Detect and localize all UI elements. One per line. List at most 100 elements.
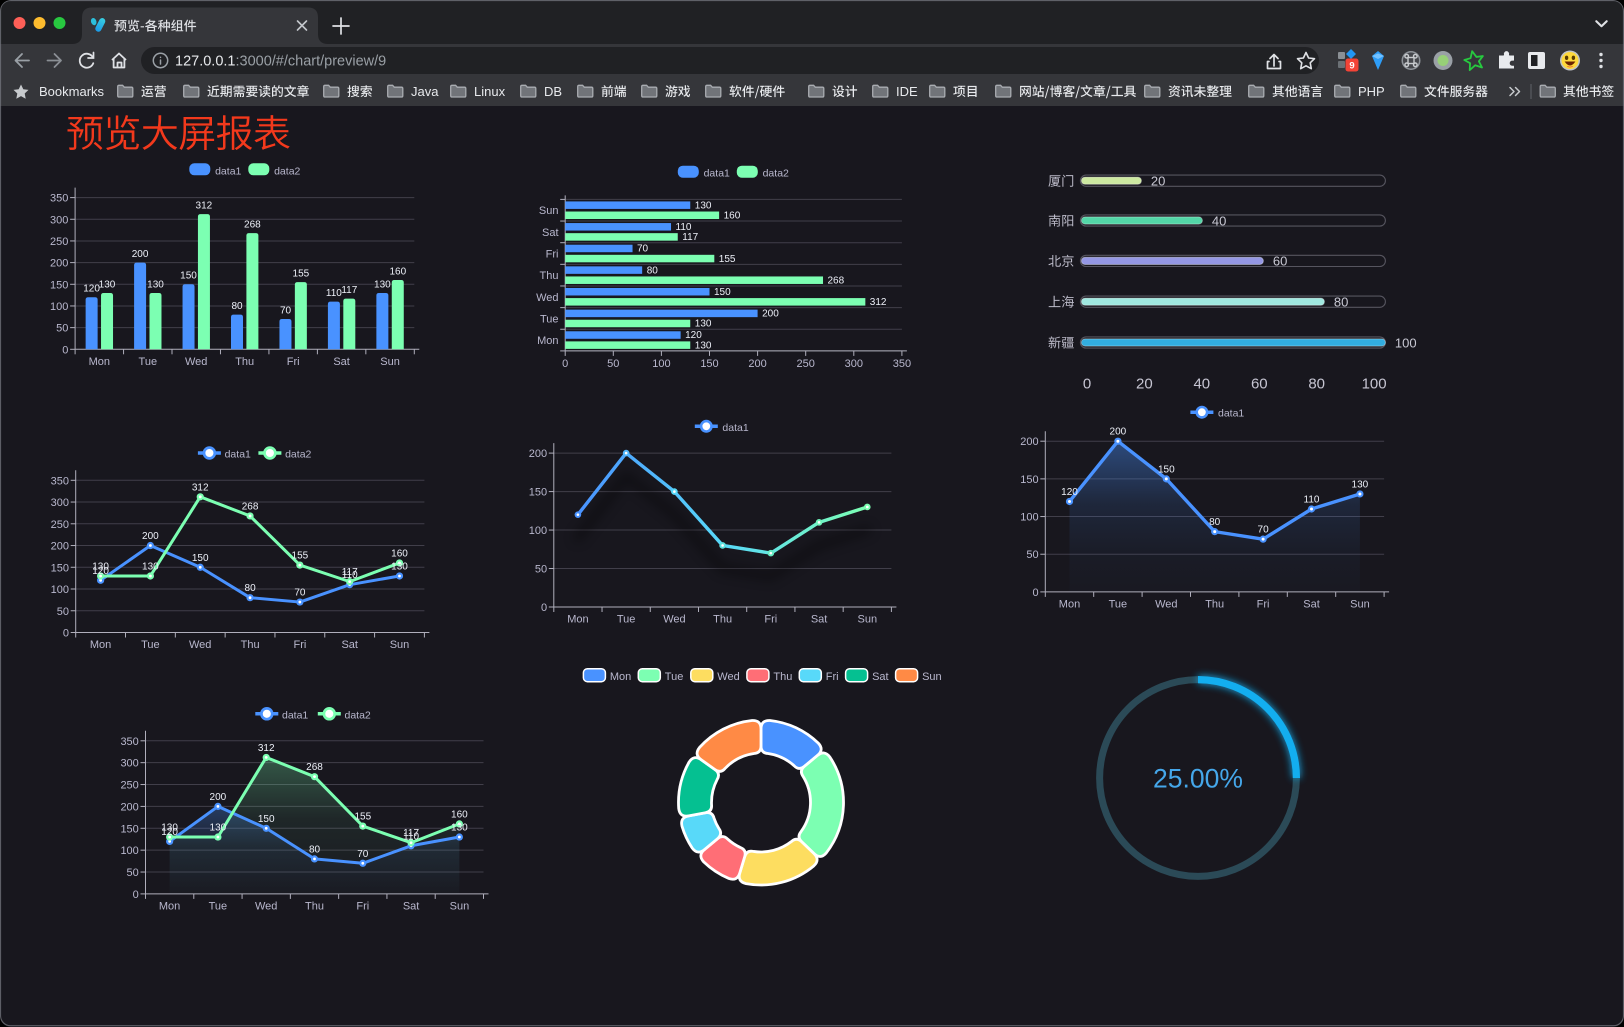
svg-text:50: 50 [127, 867, 139, 879]
svg-text:110: 110 [342, 570, 358, 581]
svg-text:Sat: Sat [333, 356, 350, 368]
svg-text:Wed: Wed [185, 356, 207, 368]
svg-text:110: 110 [676, 222, 692, 233]
svg-text:Mon: Mon [1059, 598, 1080, 610]
svg-text:Sat: Sat [1303, 598, 1320, 610]
svg-text:Sun: Sun [450, 900, 470, 912]
svg-text:100: 100 [51, 584, 69, 596]
svg-text:80: 80 [1308, 375, 1325, 392]
svg-text:IDE: IDE [896, 84, 918, 99]
svg-text:300: 300 [120, 758, 138, 770]
svg-text:120: 120 [161, 827, 178, 838]
svg-text:312: 312 [870, 297, 887, 308]
svg-text:350: 350 [120, 736, 138, 748]
svg-text:117: 117 [403, 828, 419, 839]
svg-text:100: 100 [50, 301, 68, 313]
svg-text:120: 120 [92, 566, 109, 577]
svg-text:200: 200 [51, 541, 69, 553]
svg-text:150: 150 [1158, 464, 1175, 475]
svg-text:70: 70 [1258, 525, 1270, 536]
svg-text:80: 80 [647, 265, 659, 276]
svg-text:Mon: Mon [537, 335, 558, 347]
svg-text:0: 0 [133, 889, 139, 901]
svg-text:150: 150 [51, 562, 69, 574]
svg-text:Mon: Mon [610, 671, 631, 683]
svg-text:200: 200 [142, 531, 159, 542]
svg-text:Bookmarks: Bookmarks [39, 84, 105, 99]
svg-text:80: 80 [245, 583, 257, 594]
svg-text:Sun: Sun [390, 639, 410, 651]
svg-text:Thu: Thu [241, 639, 260, 651]
svg-text:Thu: Thu [540, 270, 559, 282]
svg-text:250: 250 [50, 236, 68, 248]
svg-text:150: 150 [258, 814, 275, 825]
svg-text:data1: data1 [722, 422, 748, 434]
svg-text:312: 312 [192, 482, 209, 493]
svg-text:Fri: Fri [356, 900, 369, 912]
svg-text:200: 200 [529, 448, 547, 460]
svg-text:120: 120 [83, 284, 100, 295]
svg-text:312: 312 [258, 743, 275, 754]
svg-text:80: 80 [1334, 295, 1348, 310]
svg-text:130: 130 [147, 279, 164, 290]
svg-text:20: 20 [1151, 174, 1165, 189]
svg-text:70: 70 [357, 849, 369, 860]
svg-text:100: 100 [120, 845, 138, 857]
svg-text:Thu: Thu [713, 614, 732, 626]
svg-text:160: 160 [391, 548, 408, 559]
svg-text:150: 150 [192, 553, 209, 564]
svg-text:Wed: Wed [663, 614, 685, 626]
svg-text:Sun: Sun [539, 205, 559, 217]
svg-text:300: 300 [845, 358, 863, 370]
svg-text:150: 150 [120, 823, 138, 835]
svg-text:130: 130 [210, 823, 227, 834]
svg-text:25.00%: 25.00% [1153, 764, 1243, 794]
svg-text:Fri: Fri [826, 671, 839, 683]
svg-text:data2: data2 [274, 165, 300, 177]
svg-text:268: 268 [306, 762, 323, 773]
svg-text:155: 155 [293, 268, 310, 279]
svg-text:155: 155 [719, 254, 736, 265]
svg-text:Sat: Sat [341, 639, 358, 651]
svg-text:Mon: Mon [89, 356, 110, 368]
svg-text:data1: data1 [282, 709, 308, 721]
svg-text:PHP: PHP [1358, 84, 1385, 99]
svg-text:100: 100 [1020, 512, 1038, 524]
svg-text:120: 120 [685, 330, 702, 341]
svg-text:200: 200 [132, 249, 149, 260]
svg-text:130: 130 [142, 562, 159, 573]
svg-text:data1: data1 [225, 449, 251, 461]
svg-text:Tue: Tue [540, 313, 559, 325]
svg-text:130: 130 [695, 200, 712, 211]
svg-text:100: 100 [529, 525, 547, 537]
svg-text:50: 50 [56, 323, 68, 335]
svg-text:117: 117 [341, 285, 357, 296]
svg-text:Linux: Linux [474, 84, 506, 99]
svg-text:Tue: Tue [665, 671, 684, 683]
svg-text:100: 100 [1362, 375, 1387, 392]
svg-text:200: 200 [120, 801, 138, 813]
svg-text:150: 150 [180, 271, 197, 282]
svg-text:250: 250 [797, 358, 815, 370]
svg-text:data2: data2 [285, 449, 311, 461]
svg-text:300: 300 [51, 497, 69, 509]
svg-text:0: 0 [1032, 587, 1038, 599]
svg-text:Fri: Fri [1257, 598, 1270, 610]
svg-text:Tue: Tue [209, 900, 228, 912]
svg-text:Mon: Mon [90, 639, 111, 651]
svg-text:200: 200 [210, 792, 227, 803]
svg-text:250: 250 [120, 780, 138, 792]
svg-text:160: 160 [724, 211, 741, 222]
svg-text:150: 150 [700, 358, 718, 370]
svg-text:160: 160 [451, 809, 468, 820]
svg-text:312: 312 [196, 200, 213, 211]
svg-text:160: 160 [389, 266, 406, 277]
svg-text:9: 9 [1349, 60, 1354, 71]
svg-text:Wed: Wed [189, 639, 211, 651]
svg-text:80: 80 [231, 301, 243, 312]
svg-text:data2: data2 [763, 168, 789, 180]
svg-text:50: 50 [607, 358, 619, 370]
svg-text:40: 40 [1193, 375, 1210, 392]
svg-text:Fri: Fri [764, 614, 777, 626]
svg-text:155: 155 [354, 812, 371, 823]
